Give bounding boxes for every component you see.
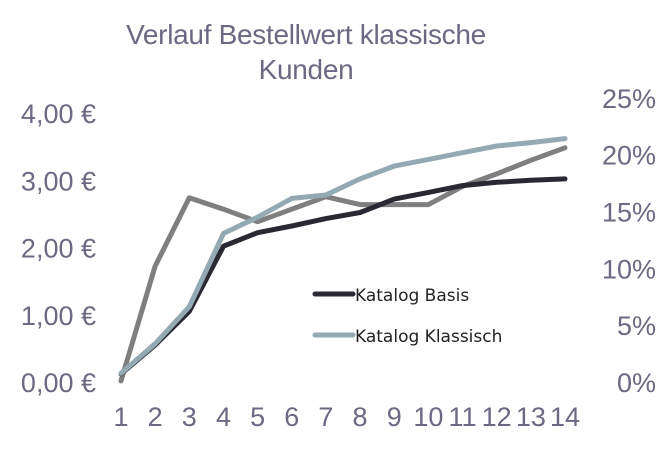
y-left-tick-label: 3,00 € [21, 166, 96, 196]
x-tick-label: 8 [353, 402, 368, 432]
x-tick-label: 11 [449, 402, 477, 432]
legend-label: Katalog Klassisch [355, 327, 502, 347]
y-left-tick-label: 1,00 € [21, 301, 96, 331]
x-tick-label: 3 [182, 402, 197, 432]
x-tick-label: 4 [216, 402, 231, 432]
y-right-tick-label: 5% [617, 311, 656, 341]
y-left-tick-label: 4,00 € [21, 99, 96, 129]
y-right-tick-label: 20% [602, 141, 656, 171]
x-tick-label: 12 [482, 402, 512, 432]
y-left-tick-label: 0,00 € [21, 368, 96, 398]
y-right-tick-label: 10% [602, 254, 656, 284]
chart-title-line-2: Kunden [258, 54, 354, 85]
x-tick-label: 13 [516, 402, 546, 432]
x-tick-label: 9 [387, 402, 402, 432]
series-line-2 [118, 145, 568, 384]
chart-title-line-1: Verlauf Bestellwert klassische [126, 19, 486, 50]
x-tick-label: 2 [148, 402, 163, 432]
x-tick-label: 1 [113, 402, 128, 432]
x-tick-label: 5 [250, 402, 265, 432]
legend-label: Katalog Basis [355, 286, 469, 306]
y-left-tick-label: 2,00 € [21, 234, 96, 264]
y-right-tick-label: 0% [617, 368, 656, 398]
x-tick-label: 14 [550, 402, 580, 432]
x-tick-label: 7 [318, 402, 333, 432]
x-tick-label: 6 [284, 402, 299, 432]
series-line-1 [118, 136, 568, 376]
x-tick-label: 10 [413, 402, 443, 432]
y-right-tick-label: 25% [602, 84, 656, 114]
y-right-tick-label: 15% [602, 197, 656, 227]
series-line-0 [118, 176, 568, 377]
